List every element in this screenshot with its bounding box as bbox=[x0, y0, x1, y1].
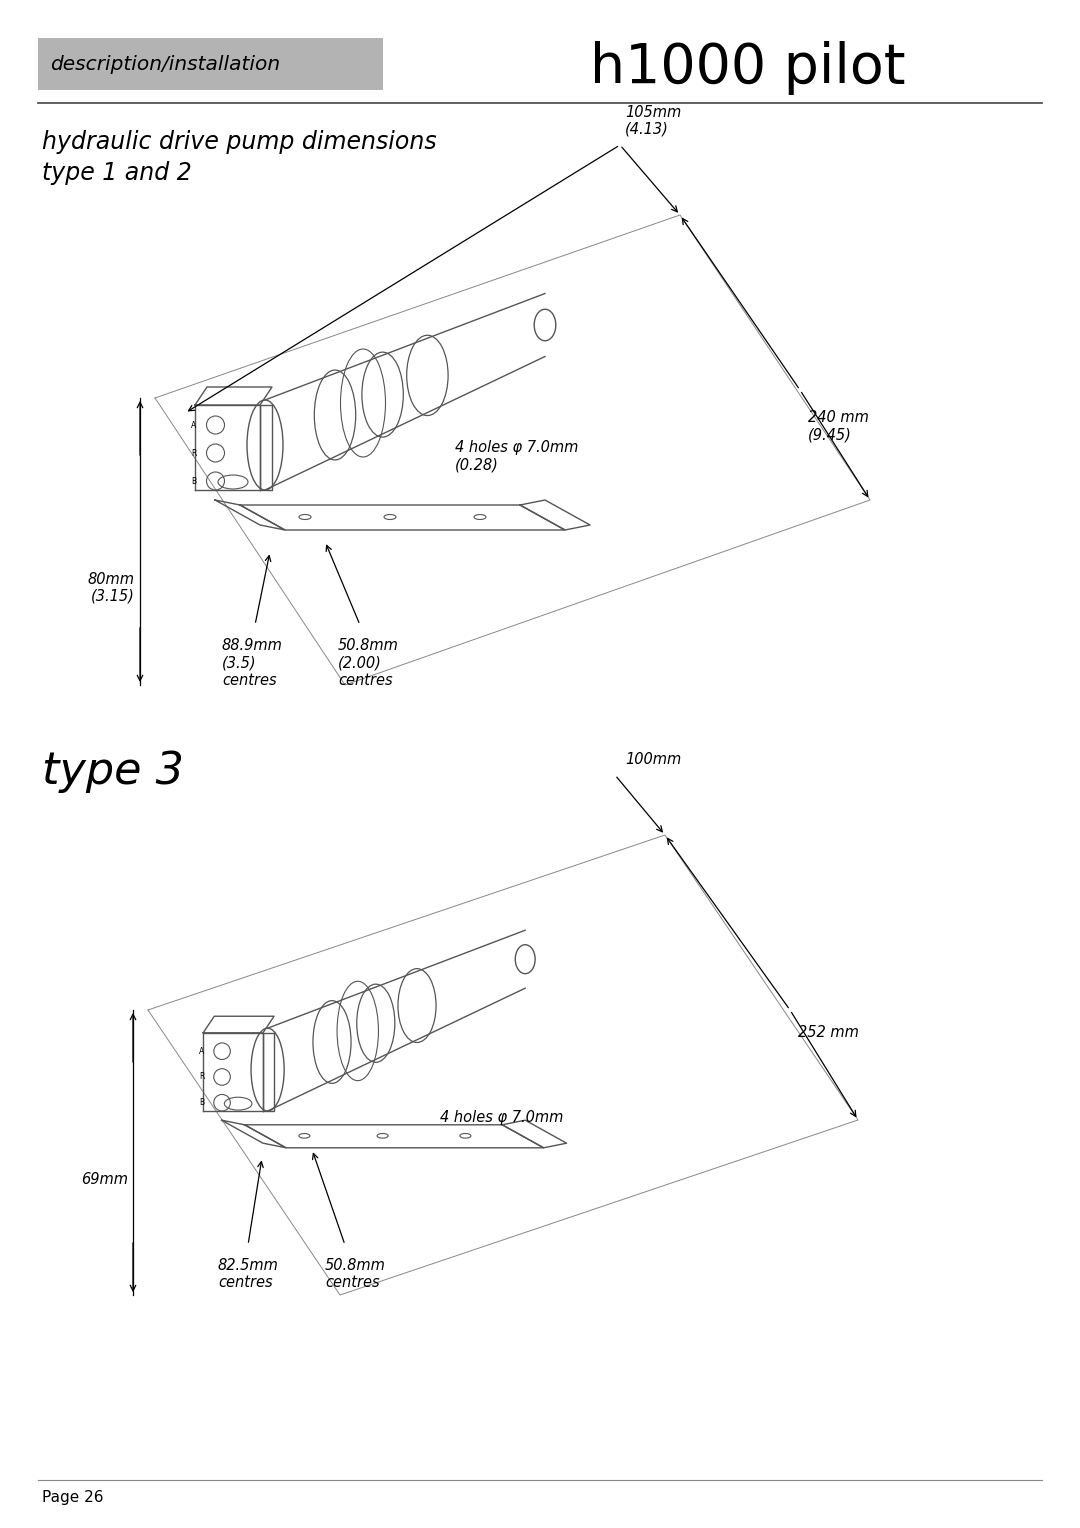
Text: 4 holes φ 7.0mm: 4 holes φ 7.0mm bbox=[440, 1109, 564, 1125]
Text: hydraulic drive pump dimensions
type 1 and 2: hydraulic drive pump dimensions type 1 a… bbox=[42, 130, 436, 185]
Text: R: R bbox=[191, 449, 197, 457]
Text: R: R bbox=[199, 1073, 204, 1082]
Text: 105mm
(4.13): 105mm (4.13) bbox=[625, 104, 681, 138]
Text: 82.5mm
centres: 82.5mm centres bbox=[218, 1258, 279, 1291]
Bar bbox=[38, 38, 383, 90]
Text: A: A bbox=[191, 420, 197, 429]
Text: 69mm: 69mm bbox=[81, 1172, 129, 1187]
Text: description/installation: description/installation bbox=[50, 55, 280, 75]
Text: 80mm
(3.15): 80mm (3.15) bbox=[87, 571, 135, 604]
Text: 88.9mm
(3.5)
centres: 88.9mm (3.5) centres bbox=[222, 639, 283, 688]
Text: B: B bbox=[200, 1099, 204, 1108]
Text: type 3: type 3 bbox=[42, 750, 184, 793]
Text: B: B bbox=[191, 477, 197, 486]
Text: 240 mm
(9.45): 240 mm (9.45) bbox=[808, 410, 869, 443]
Text: 50.8mm
(2.00)
centres: 50.8mm (2.00) centres bbox=[338, 639, 399, 688]
Text: 4 holes φ 7.0mm
(0.28): 4 holes φ 7.0mm (0.28) bbox=[455, 440, 579, 472]
Text: Page 26: Page 26 bbox=[42, 1490, 104, 1505]
Text: A: A bbox=[200, 1047, 204, 1056]
Text: 50.8mm
centres: 50.8mm centres bbox=[325, 1258, 386, 1291]
Text: h1000 pilot: h1000 pilot bbox=[590, 41, 906, 95]
Text: 100mm: 100mm bbox=[625, 752, 681, 767]
Text: 252 mm: 252 mm bbox=[798, 1025, 859, 1041]
